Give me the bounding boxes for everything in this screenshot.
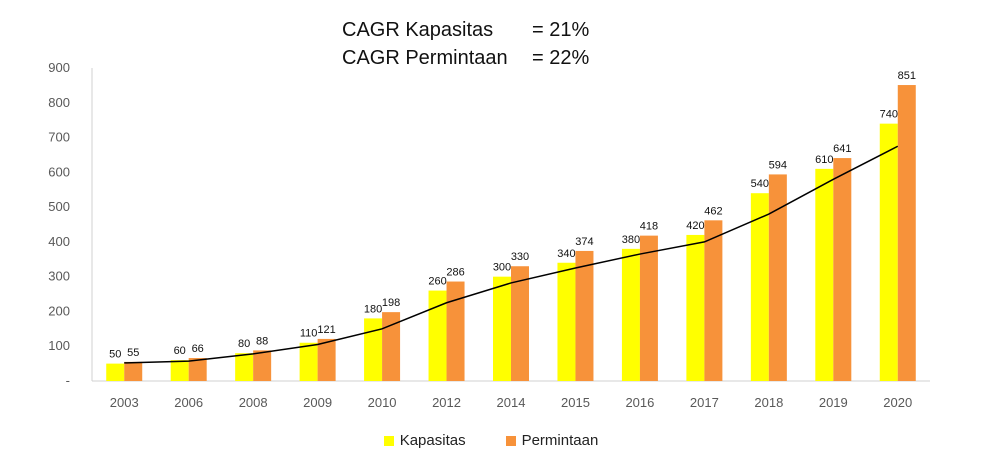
cagr-kapasitas-value: = 21% [532, 19, 590, 41]
data-label-permintaan: 594 [769, 159, 787, 171]
cagr-row-permintaan: CAGR Permintaan = 22% [342, 44, 589, 72]
bar-permintaan [511, 266, 529, 381]
data-label-kapasitas: 380 [622, 234, 640, 246]
bar-kapasitas [428, 290, 447, 381]
bar-kapasitas [235, 353, 254, 381]
bar-kapasitas [106, 363, 125, 381]
bar-permintaan [833, 158, 852, 381]
x-tick-label: 2017 [690, 395, 719, 410]
data-label-permintaan: 851 [898, 70, 916, 82]
x-tick-label: 2018 [754, 395, 783, 410]
y-tick-label: - [66, 373, 70, 388]
y-tick-label: 800 [48, 95, 70, 110]
x-tick-label: 2003 [110, 395, 139, 410]
data-label-kapasitas: 180 [364, 303, 382, 315]
cagr-permintaan-value: = 22% [532, 47, 590, 69]
data-label-kapasitas: 260 [428, 276, 446, 288]
cagr-kapasitas-label: CAGR Kapasitas [342, 19, 494, 41]
legend-swatch-kapasitas [383, 435, 394, 446]
data-label-kapasitas: 50 [109, 349, 121, 361]
legend-item-permintaan: Permintaan [505, 432, 599, 449]
data-label-permintaan: 418 [640, 221, 658, 233]
bar-kapasitas [879, 123, 898, 382]
data-label-kapasitas: 610 [815, 154, 833, 166]
bar-kapasitas [557, 262, 576, 381]
y-tick-label: 700 [48, 130, 70, 145]
data-label-permintaan: 88 [256, 335, 268, 347]
bar-permintaan [897, 85, 916, 382]
legend-label-permintaan: Permintaan [521, 432, 599, 449]
bar-permintaan [768, 174, 787, 381]
legend-item-kapasitas: Kapasitas [383, 432, 466, 449]
legend-swatch-permintaan [505, 435, 516, 446]
x-tick-label: 2012 [432, 395, 461, 410]
y-tick-label: 400 [48, 234, 70, 249]
cagr-title: CAGR Kapasitas = 21% CAGR Permintaan = 2… [342, 16, 589, 72]
bar-permintaan [639, 235, 658, 381]
bar-permintaan [253, 350, 272, 381]
bar-kapasitas [750, 193, 769, 381]
y-tick-label: 500 [48, 199, 70, 214]
x-tick-label: 2020 [883, 395, 912, 410]
bar-permintaan [575, 250, 594, 381]
data-label-permintaan: 286 [446, 267, 464, 279]
data-label-kapasitas: 60 [174, 345, 186, 357]
y-tick-label: 300 [48, 269, 70, 284]
trend-line [124, 145, 899, 364]
x-tick-label: 2008 [239, 395, 268, 410]
x-tick-label: 2006 [174, 395, 203, 410]
bar-kapasitas [621, 248, 640, 381]
bar-kapasitas [815, 168, 834, 381]
bar-permintaan [188, 358, 207, 381]
data-label-permintaan: 198 [382, 297, 400, 309]
data-label-kapasitas: 340 [557, 248, 575, 260]
bar-permintaan [124, 361, 143, 381]
y-tick-label: 900 [48, 60, 70, 75]
x-tick-label: 2010 [368, 395, 397, 410]
data-label-kapasitas: 300 [493, 262, 511, 274]
data-label-kapasitas: 740 [880, 109, 898, 121]
bar-kapasitas [493, 276, 511, 381]
bar-kapasitas [170, 360, 189, 381]
x-tick-label: 2016 [625, 395, 654, 410]
x-tick-label: 2015 [561, 395, 590, 410]
data-label-permintaan: 462 [704, 205, 722, 217]
data-label-permintaan: 330 [511, 251, 529, 263]
x-tick-label: 2014 [497, 395, 526, 410]
data-label-kapasitas: 110 [300, 328, 318, 340]
data-label-kapasitas: 420 [686, 220, 704, 232]
bar-kapasitas [299, 342, 318, 381]
cagr-permintaan-label: CAGR Permintaan [342, 47, 508, 69]
bar-permintaan [382, 312, 401, 381]
data-label-permintaan: 66 [192, 343, 204, 355]
bar-kapasitas [686, 234, 705, 381]
y-tick-label: 100 [48, 338, 70, 353]
y-tick-label: 200 [48, 303, 70, 318]
bar-kapasitas [364, 318, 383, 381]
legend-label-kapasitas: Kapasitas [399, 432, 466, 449]
bar-permintaan [317, 338, 336, 381]
chart-legend: Kapasitas Permintaan [0, 432, 982, 449]
bar-permintaan [704, 220, 723, 381]
data-label-permintaan: 55 [127, 347, 139, 359]
x-tick-label: 2019 [819, 395, 848, 410]
x-tick-label: 2009 [303, 395, 332, 410]
data-label-permintaan: 374 [575, 236, 593, 248]
bar-permintaan [446, 281, 465, 381]
y-tick-label: 600 [48, 164, 70, 179]
data-label-permintaan: 121 [317, 324, 335, 336]
data-label-permintaan: 641 [833, 143, 851, 155]
data-label-kapasitas: 80 [238, 338, 250, 350]
data-label-kapasitas: 540 [751, 178, 769, 190]
cagr-row-kapasitas: CAGR Kapasitas = 21% [342, 16, 589, 44]
